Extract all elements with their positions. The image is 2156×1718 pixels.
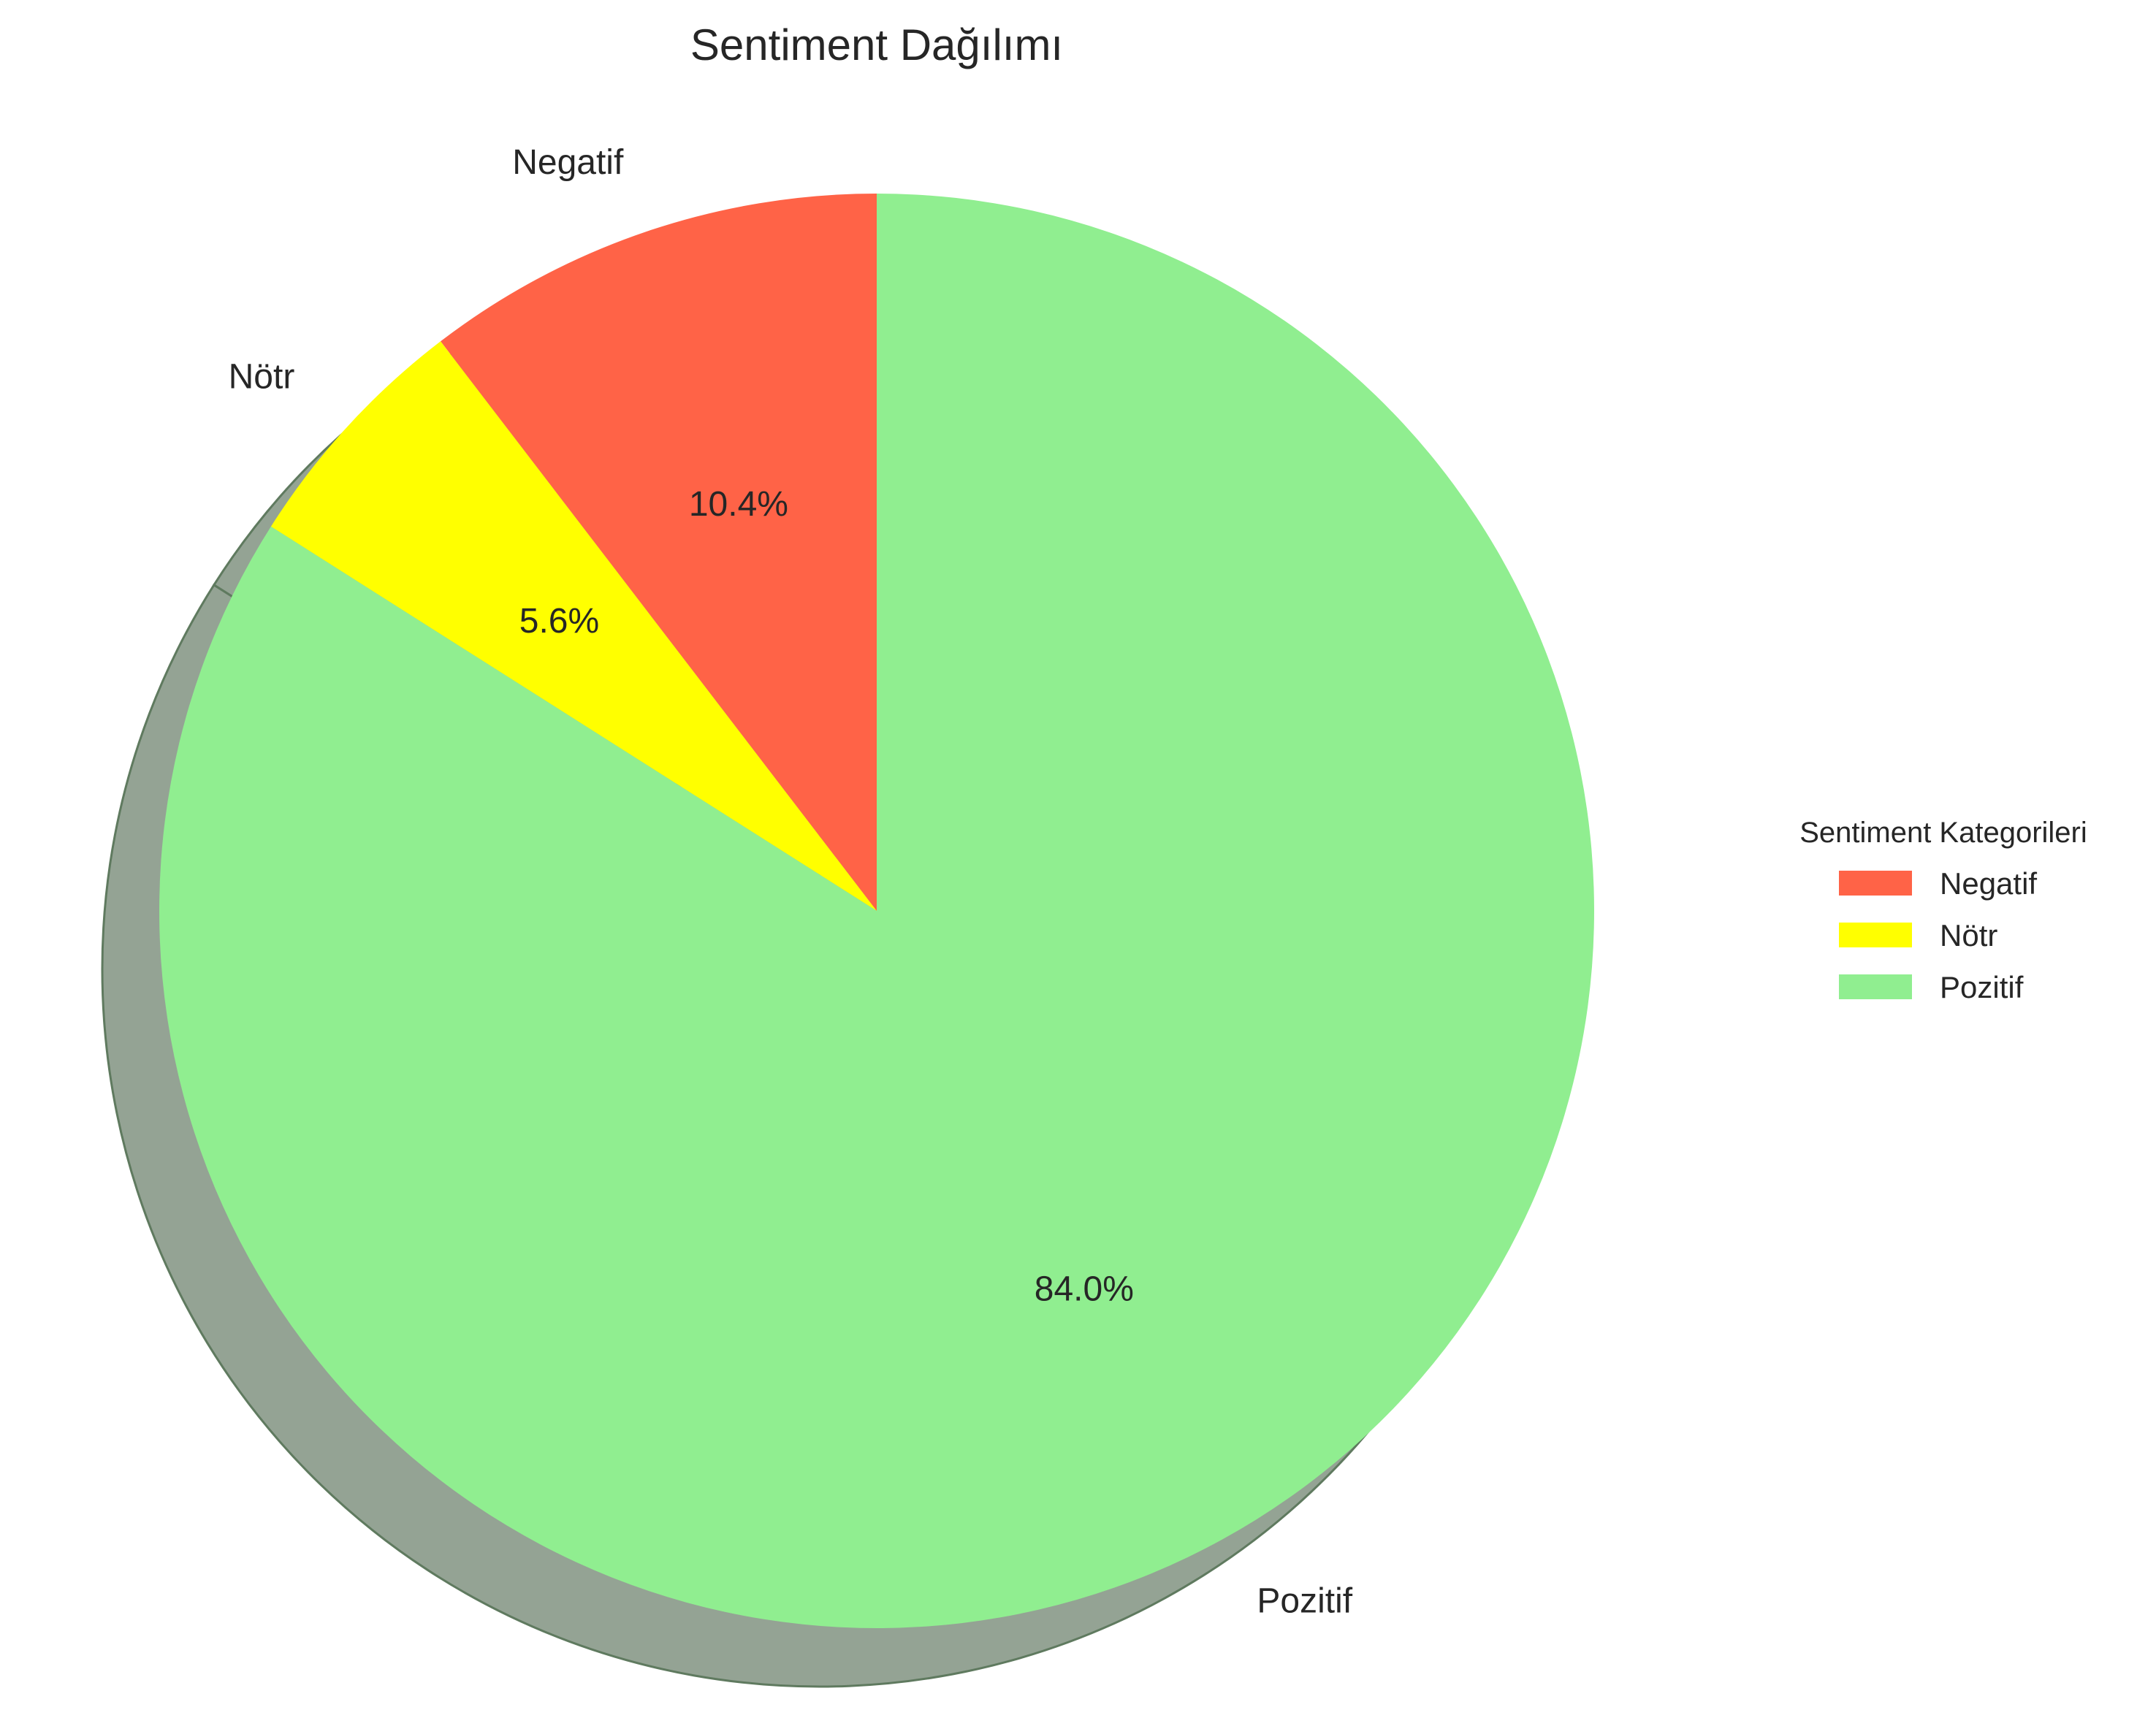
percent-label-pozitif: 84.0% <box>1035 1270 1134 1308</box>
legend: Sentiment Kategorileri Negatif Nötr Poziti… <box>1799 817 2087 1004</box>
legend-swatch-negatif <box>1839 871 1912 896</box>
slice-pozitif <box>159 194 1595 1629</box>
slice-label-pozitif: Pozitif <box>1257 1582 1352 1621</box>
pie-slices <box>159 194 1595 1629</box>
legend-swatch-notr <box>1839 923 1912 947</box>
percent-label-notr: 5.6% <box>519 602 599 641</box>
slice-notr <box>270 341 877 912</box>
slice-negatif <box>441 194 877 911</box>
legend-title: Sentiment Kategorileri <box>1799 817 2087 849</box>
legend-label-negatif: Negatif <box>1940 866 2037 901</box>
legend-label-pozitif: Pozitif <box>1940 970 2024 1004</box>
percent-label-negatif: 10.4% <box>689 485 788 524</box>
slice-label-notr: Nötr <box>229 358 295 397</box>
legend-swatch-pozitif <box>1839 974 1912 999</box>
pie-labels: Negatif 10.4% Nötr 5.6% Pozitif 84.0% <box>229 143 1353 1621</box>
chart-title: Sentiment Dağılımı <box>690 20 1063 69</box>
slice-label-negatif: Negatif <box>512 143 624 182</box>
legend-label-notr: Nötr <box>1940 918 1997 952</box>
